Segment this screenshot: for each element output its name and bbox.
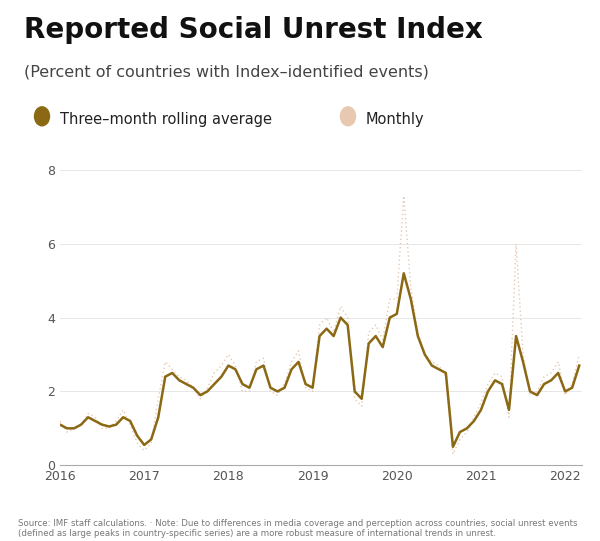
Text: Source: IMF staff calculations. · Note: Due to differences in media coverage and: Source: IMF staff calculations. · Note: …: [18, 519, 577, 538]
Text: Monthly: Monthly: [366, 111, 425, 127]
Text: Three–month rolling average: Three–month rolling average: [60, 111, 272, 127]
Text: Reported Social Unrest Index: Reported Social Unrest Index: [24, 16, 483, 44]
Text: (Percent of countries with Index–identified events): (Percent of countries with Index–identif…: [24, 65, 429, 80]
